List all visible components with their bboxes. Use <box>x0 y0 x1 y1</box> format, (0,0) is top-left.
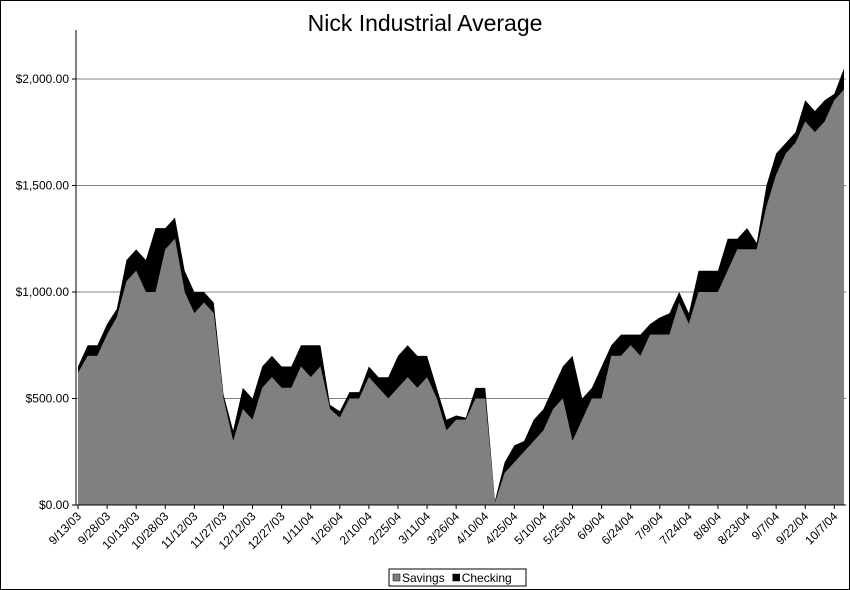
chart-title: Nick Industrial Average <box>308 10 543 36</box>
y-tick-label: $1,500.00 <box>16 178 70 192</box>
y-tick-label: $2,000.00 <box>16 72 70 86</box>
legend-swatch <box>452 573 460 582</box>
legend: Savings Checking <box>388 568 527 587</box>
y-tick-label: $0.00 <box>39 498 69 512</box>
legend-swatch <box>392 573 401 582</box>
y-tick-label: $1,000.00 <box>16 285 70 299</box>
y-tick-label: $500.00 <box>26 391 70 405</box>
legend-label: Checking <box>462 571 512 585</box>
legend-label: Savings <box>402 571 445 585</box>
area <box>78 89 844 505</box>
